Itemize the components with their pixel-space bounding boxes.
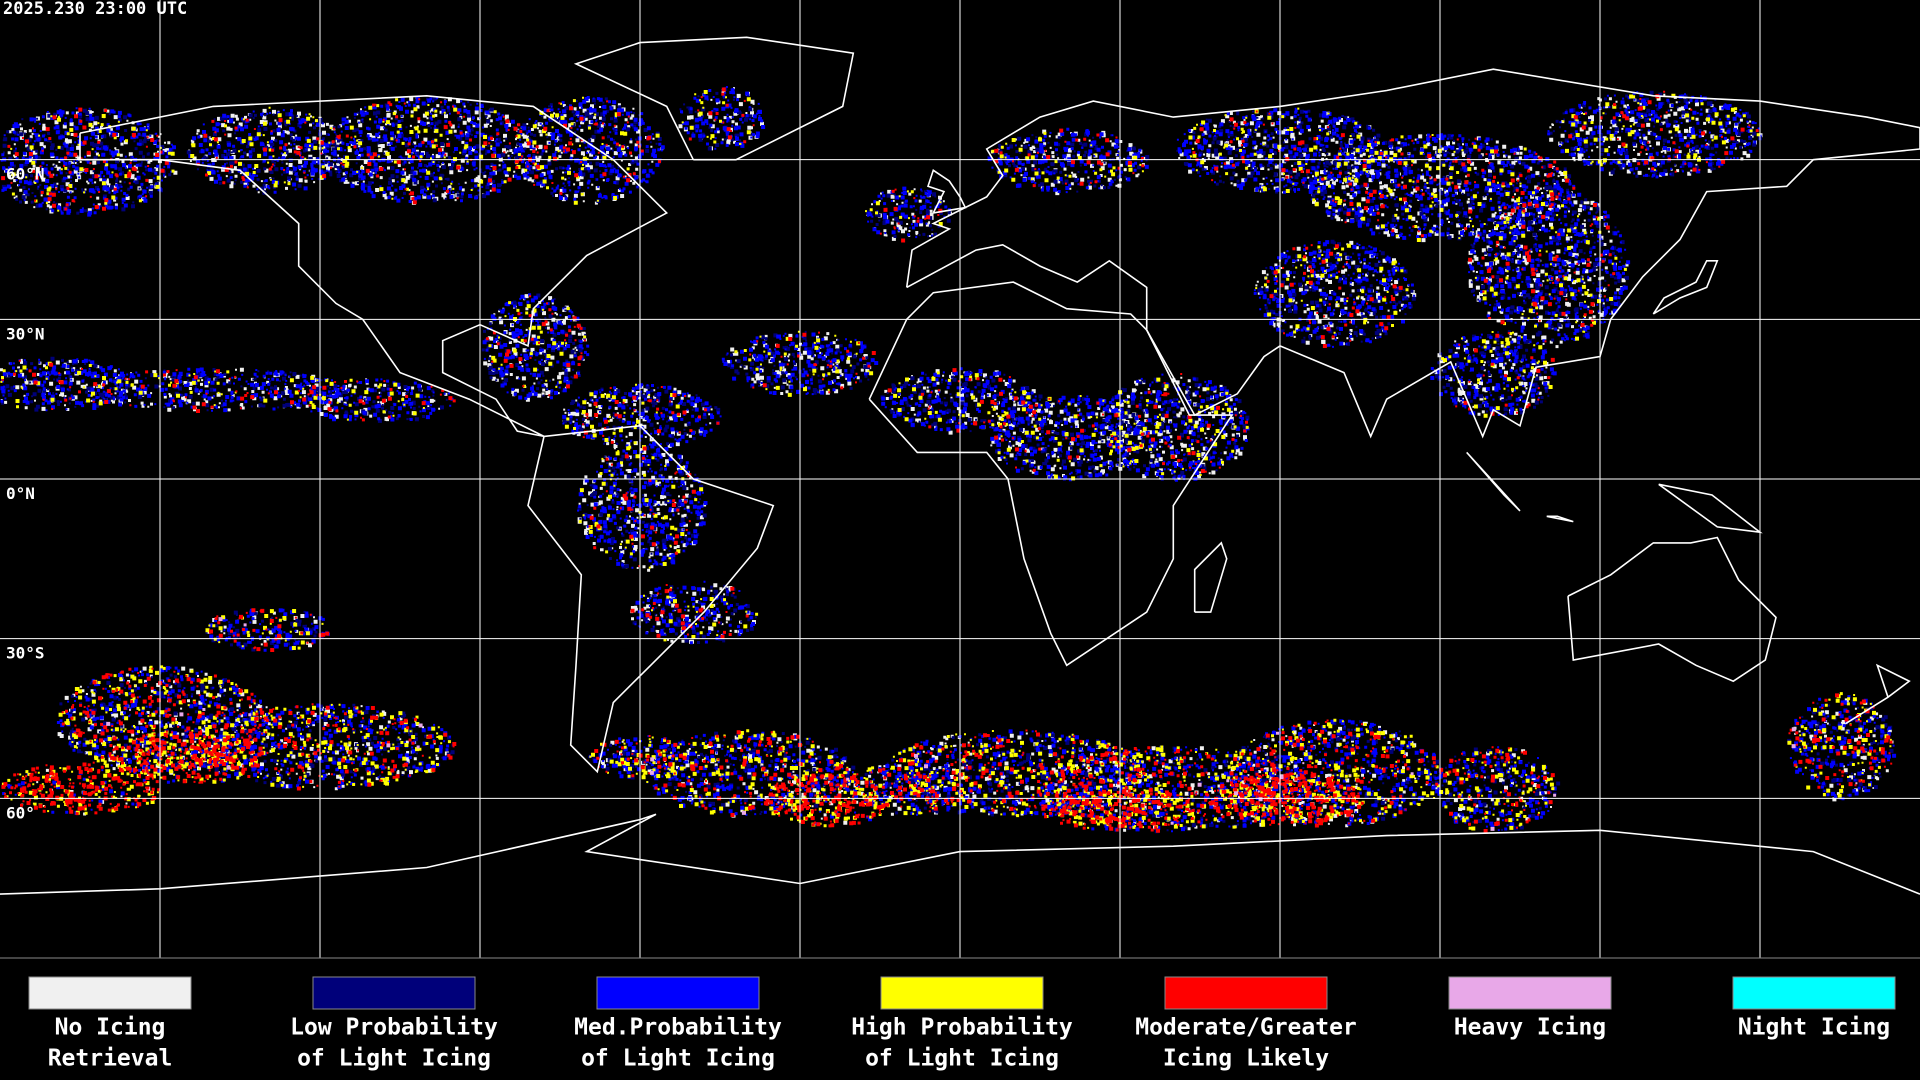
legend-label: of Light Icing bbox=[581, 1046, 775, 1072]
coastline bbox=[1466, 451, 1521, 512]
legend-label: Heavy Icing bbox=[1454, 1015, 1606, 1041]
legend-swatch bbox=[1164, 976, 1328, 1010]
lat-label: 60° bbox=[6, 803, 35, 822]
coastline bbox=[573, 36, 855, 161]
lat-label: 0°N bbox=[6, 484, 35, 503]
legend-swatch bbox=[1448, 976, 1612, 1010]
legend-swatch bbox=[880, 976, 1044, 1010]
lat-label: 30°S bbox=[6, 644, 45, 663]
lat-labels: 60°N 30°N 0°N 30°S 60° bbox=[6, 165, 45, 823]
coastline bbox=[926, 169, 967, 214]
legend-label: Night Icing bbox=[1738, 1015, 1890, 1041]
legend-swatch bbox=[28, 976, 192, 1010]
graticule bbox=[0, 0, 1920, 958]
lat-label: 30°N bbox=[6, 324, 45, 343]
legend-label: Low Probability bbox=[290, 1015, 498, 1041]
coastline bbox=[1193, 541, 1228, 613]
coastline bbox=[1546, 515, 1574, 523]
legend-label: of Light Icing bbox=[865, 1046, 1059, 1072]
legend: No Icing Retrieval Low Probability of Light… bbox=[28, 976, 1896, 1072]
coastline bbox=[1652, 259, 1719, 315]
legend-label: High Probability bbox=[851, 1015, 1073, 1041]
legend-label: No Icing bbox=[55, 1015, 166, 1041]
legend-swatch bbox=[312, 976, 476, 1010]
legend-label: Retrieval bbox=[48, 1046, 173, 1072]
legend-swatch bbox=[596, 976, 760, 1010]
legend-swatch bbox=[1732, 976, 1896, 1010]
coastline bbox=[527, 424, 775, 774]
coastline bbox=[1844, 663, 1911, 725]
lat-label: 60°N bbox=[6, 165, 45, 184]
timestamp: 2025.230 23:00 UTC bbox=[3, 0, 187, 19]
legend-label: Moderate/Greater bbox=[1135, 1015, 1357, 1041]
legend-label: Med.Probability bbox=[574, 1015, 782, 1041]
legend-label: of Light Icing bbox=[297, 1046, 491, 1072]
coastline bbox=[1567, 536, 1777, 683]
coastline bbox=[905, 68, 1920, 439]
legend-label: Icing Likely bbox=[1163, 1046, 1329, 1072]
